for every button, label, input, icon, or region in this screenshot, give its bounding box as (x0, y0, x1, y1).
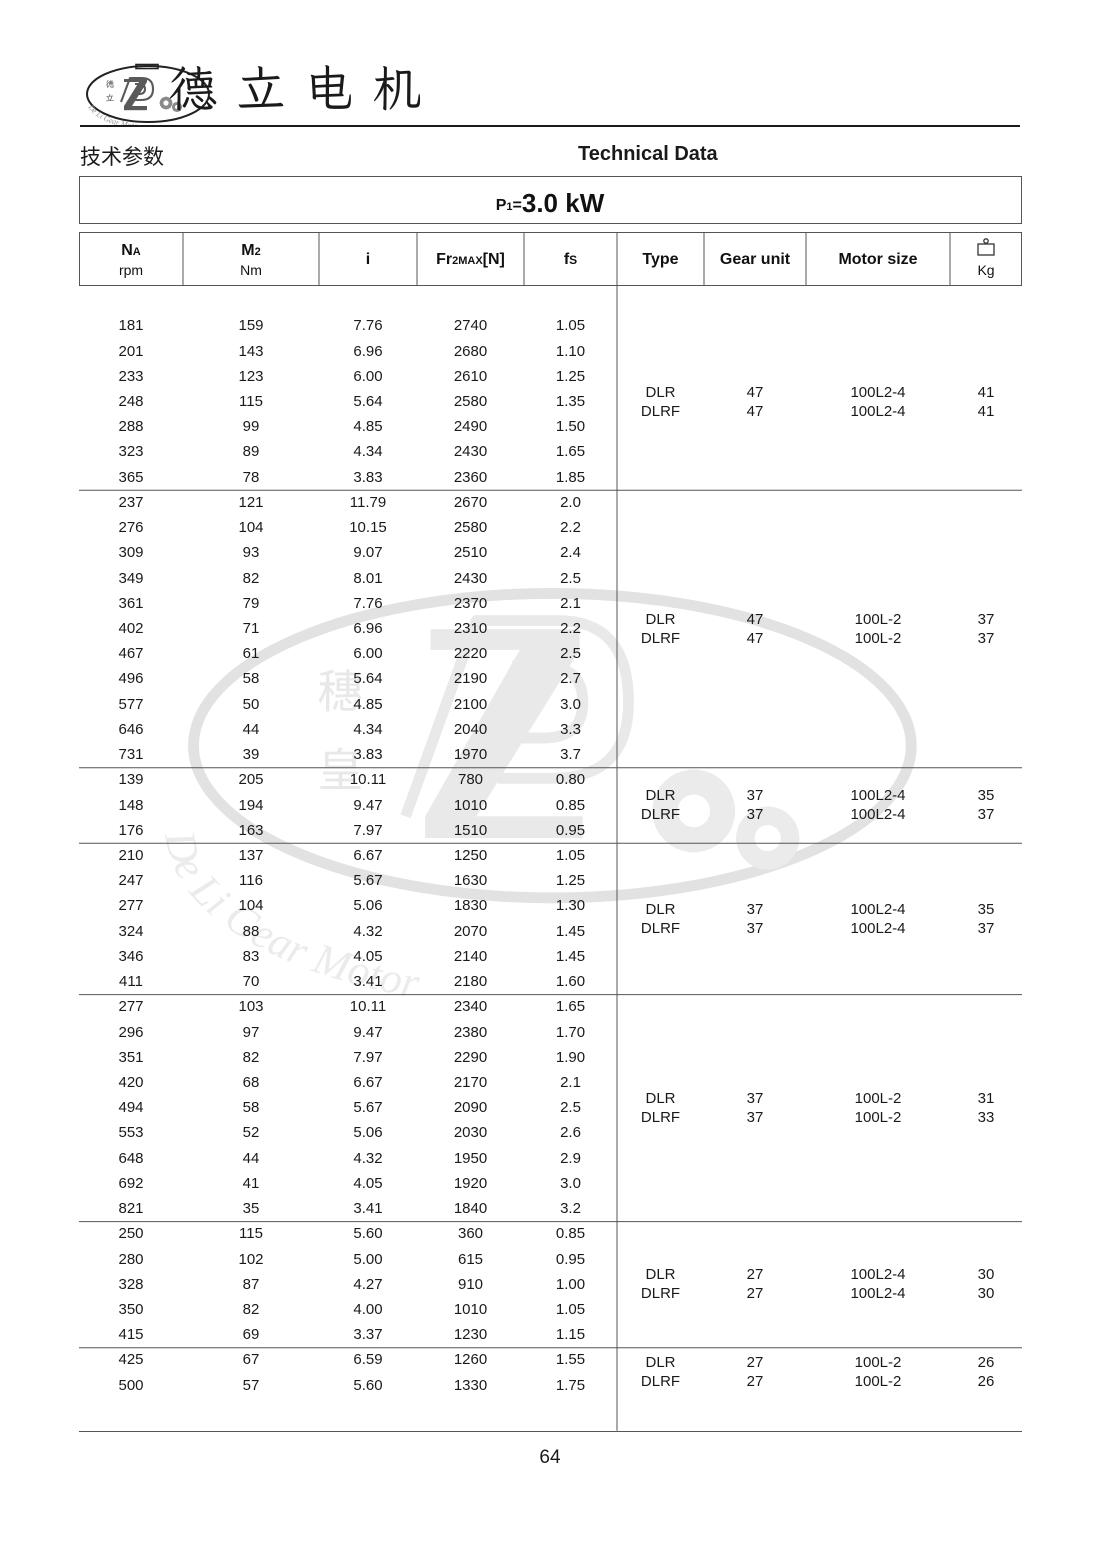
svg-text:立: 立 (105, 92, 114, 104)
svg-text:De Li Gear Motor: De Li Gear Motor (86, 102, 142, 126)
svg-text:德: 德 (105, 78, 114, 90)
